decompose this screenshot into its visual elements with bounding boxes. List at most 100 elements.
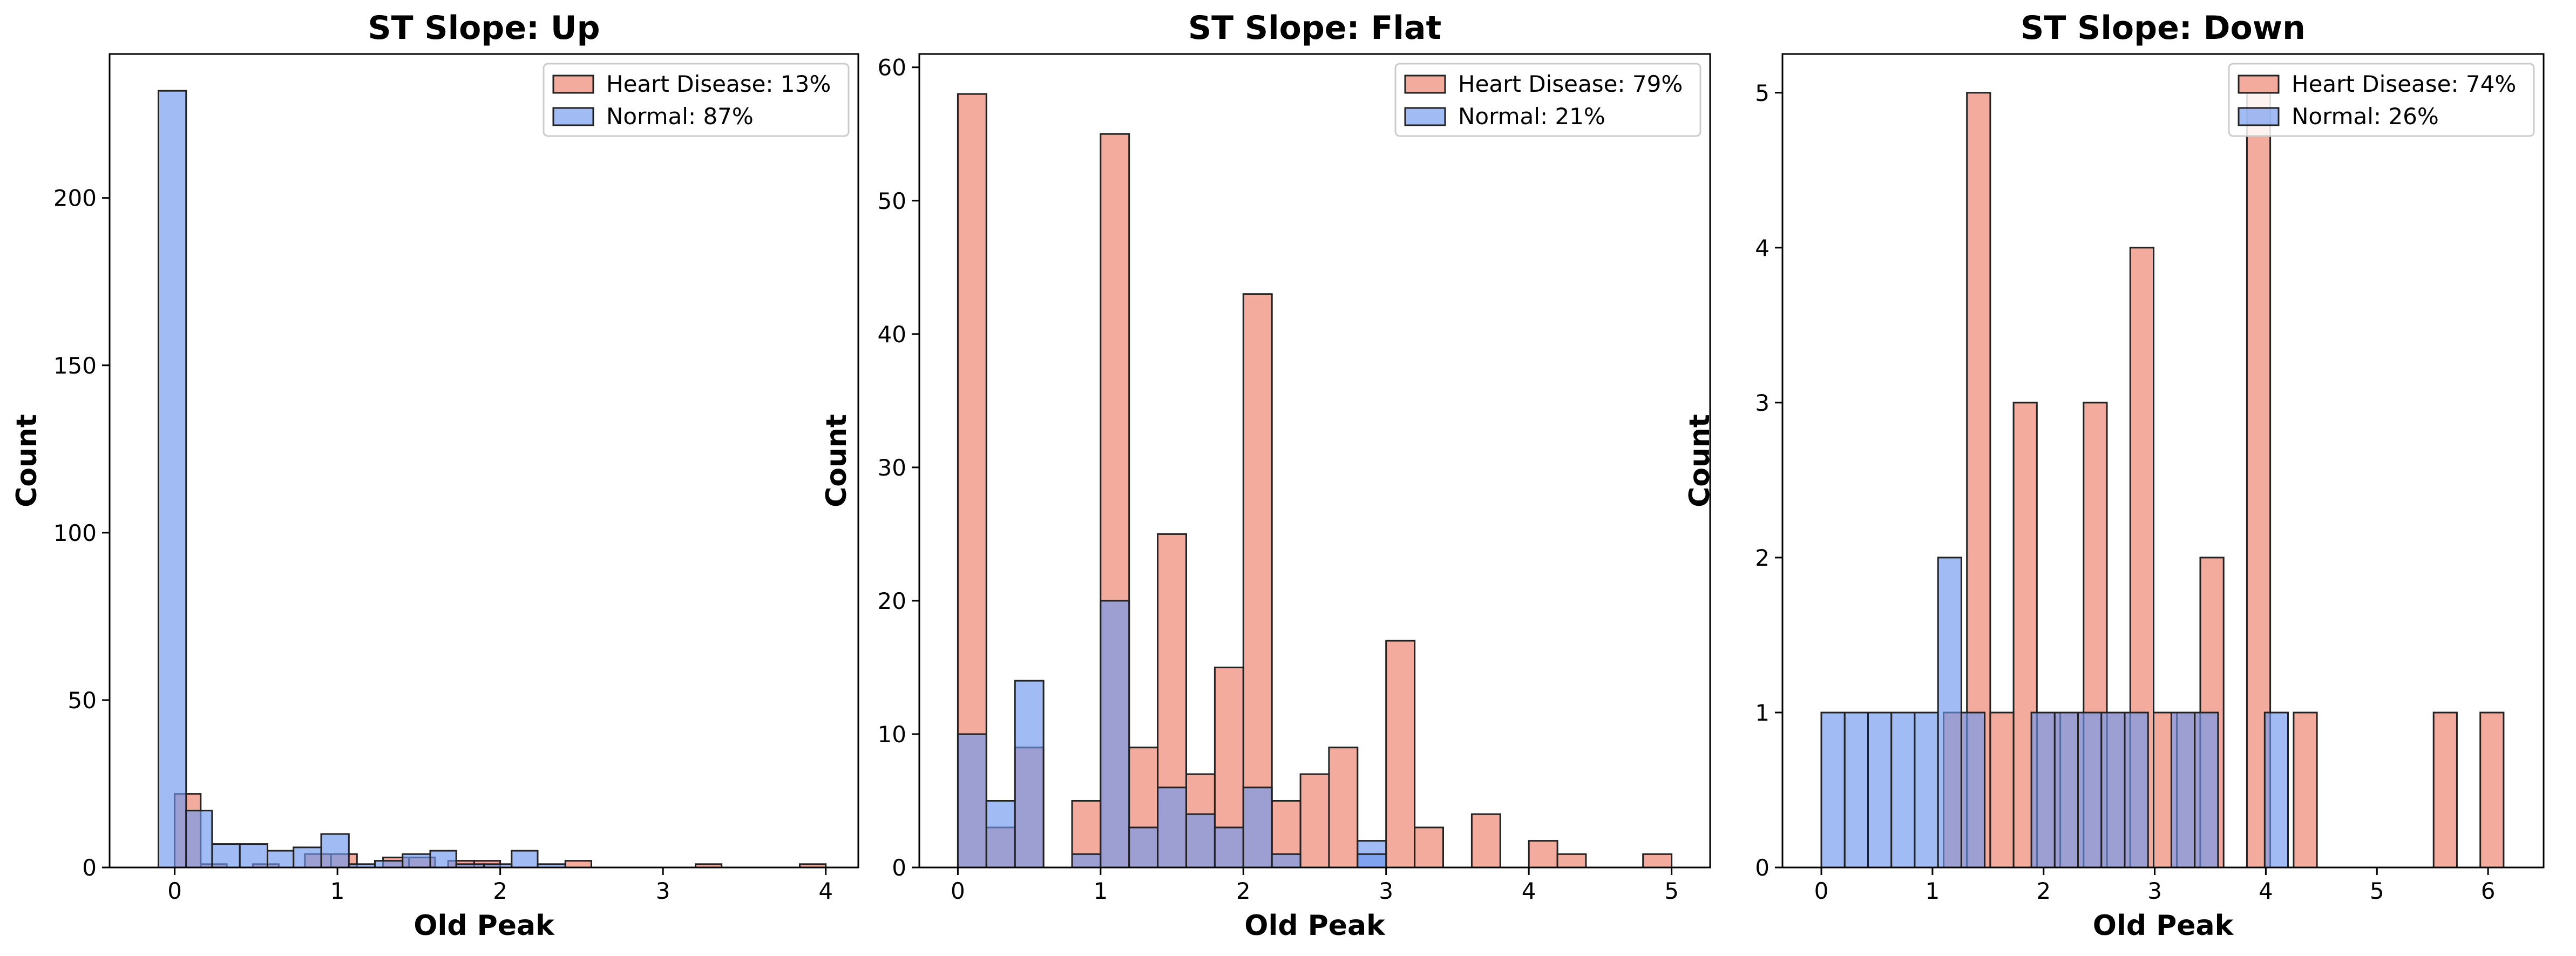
bar-normal-7: [1185, 813, 1216, 869]
bar-normal-2: [1867, 711, 1893, 869]
x-tick-label: 2: [1236, 878, 1251, 904]
bar-normal-9: [1242, 787, 1273, 869]
x-tick-label: 0: [1814, 878, 1829, 904]
bar-normal-12: [1357, 853, 1387, 869]
bar-normal-8: [374, 860, 404, 869]
legend-label-heart-disease: Heart Disease: 74%: [2292, 71, 2516, 97]
bar-heart-disease-18: [1642, 853, 1673, 869]
bar-normal-9: [2077, 711, 2103, 869]
bar-normal-1: [185, 810, 213, 869]
bar-normal-5: [293, 846, 322, 869]
bar-normal-4: [1914, 711, 1939, 869]
x-tick-label: 5: [1664, 878, 1679, 904]
subplot-1: 0 1 2 3 4 0 50 100 150 200 ST Slope: Up Old Peak Cou…: [11, 9, 859, 942]
bar-normal-2: [211, 843, 241, 869]
x-tick-label: 3: [2147, 878, 2162, 904]
bar-normal-13: [511, 850, 539, 869]
bar-normal-4: [1100, 600, 1130, 869]
bar-normal-1: [985, 800, 1016, 869]
bar-normal-0: [957, 733, 987, 869]
legend-label-normal: Normal: 21%: [1458, 103, 1605, 130]
bar-heart-disease-9: [1242, 293, 1273, 869]
x-tick-label: 4: [818, 878, 833, 904]
legend-swatch-normal: [1404, 107, 1446, 126]
legend-label-normal: Normal: 87%: [606, 103, 754, 130]
legend-box: [543, 63, 850, 137]
bar-normal-3: [239, 843, 269, 869]
bar-normal-5: [1128, 826, 1159, 869]
bar-normal-12: [2170, 711, 2196, 869]
bar-heart-disease-14: [2432, 711, 2458, 869]
y-tick-label: 0: [82, 855, 97, 881]
series-normal-bars: [1820, 557, 2289, 869]
bar-heart-disease-14: [1414, 826, 1445, 869]
x-tick-label: 3: [656, 878, 670, 904]
y-axis-label: Count: [11, 414, 43, 507]
bar-heart-disease-9: [564, 860, 593, 869]
legend: Heart Disease: 74% Normal: 26%: [2228, 63, 2535, 137]
y-tick-label: 60: [878, 55, 906, 81]
bar-heart-disease-11: [1299, 773, 1330, 869]
x-tick-label: 6: [2481, 878, 2496, 904]
chart-title: ST Slope: Flat: [1188, 9, 1441, 47]
y-tick-label: 200: [53, 185, 97, 212]
bar-normal-0: [1820, 711, 1846, 869]
legend-swatch-heart-disease: [1404, 74, 1446, 94]
bar-normal-6: [1960, 711, 1986, 869]
bar-normal-1: [1843, 711, 1869, 869]
x-tick-label: 0: [951, 878, 965, 904]
bar-heart-disease-16: [1528, 840, 1558, 869]
legend-swatch-normal: [552, 107, 594, 126]
bar-normal-7: [2030, 711, 2056, 869]
legend-swatch-heart-disease: [2238, 74, 2280, 94]
series-normal-bars: [158, 90, 566, 869]
axes-frame: [918, 53, 1711, 869]
x-axis-label: Old Peak: [1244, 910, 1386, 942]
x-tick-label: 1: [330, 878, 345, 904]
bar-normal-6: [1157, 787, 1188, 869]
y-tick-label: 4: [1755, 235, 1770, 261]
legend-label-normal: Normal: 26%: [2292, 103, 2439, 130]
x-tick-label: 1: [1093, 878, 1108, 904]
bar-heart-disease-12: [1328, 747, 1359, 869]
y-tick-label: 40: [878, 321, 906, 348]
x-axis-label: Old Peak: [2093, 910, 2234, 942]
y-axis-label: Count: [1684, 414, 1716, 507]
y-tick-label: 5: [1755, 80, 1770, 106]
x-tick-label: 3: [1379, 878, 1393, 904]
bar-normal-11: [2124, 711, 2149, 869]
y-tick-label: 50: [68, 687, 97, 714]
x-tick-label: 4: [2259, 878, 2273, 904]
bar-normal-6: [320, 833, 350, 869]
legend: Heart Disease: 13% Normal: 87%: [543, 63, 850, 137]
axes-frame: [1781, 53, 2545, 869]
bar-normal-10: [429, 850, 457, 869]
bar-normal-14: [2263, 711, 2289, 869]
legend-box: [1394, 63, 1701, 137]
x-axis-label: Old Peak: [413, 910, 555, 942]
bar-normal-5: [1937, 557, 1962, 869]
y-tick-label: 30: [878, 455, 906, 481]
legend-swatch-normal: [2238, 107, 2280, 126]
axes-frame: [109, 53, 859, 869]
y-tick-label: 150: [53, 352, 97, 379]
bar-normal-8: [1214, 826, 1244, 869]
bar-normal-4: [267, 850, 295, 869]
y-tick-label: 100: [53, 520, 97, 546]
bar-normal-2: [1014, 680, 1045, 869]
y-tick-label: 10: [878, 721, 906, 748]
bar-normal-13: [2194, 711, 2219, 869]
legend-box: [2228, 63, 2535, 137]
bar-normal-9: [402, 853, 431, 869]
y-tick-label: 50: [878, 188, 906, 214]
y-tick-label: 0: [1755, 855, 1770, 881]
bar-heart-disease-13: [1385, 640, 1416, 869]
bar-heart-disease-17: [1556, 853, 1587, 869]
bar-normal-0: [158, 90, 187, 869]
legend-label-heart-disease: Heart Disease: 13%: [606, 71, 831, 97]
x-tick-label: 5: [2370, 878, 2384, 904]
bar-heart-disease-15: [1470, 813, 1501, 869]
x-tick-label: 1: [1926, 878, 1940, 904]
